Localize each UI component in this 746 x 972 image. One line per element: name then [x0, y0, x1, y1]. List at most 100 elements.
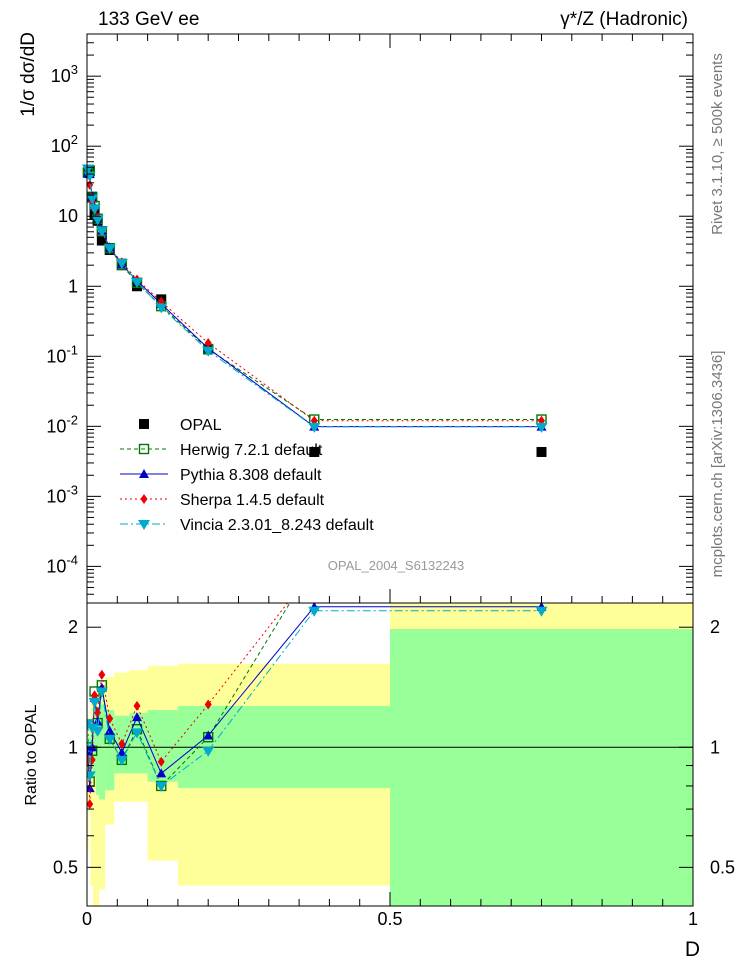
main-ytick-exponent: -1: [66, 342, 78, 357]
legend-label-3: Sherpa 1.4.5 default: [180, 492, 325, 509]
green-band-5: [99, 704, 106, 800]
rivet-label: Rivet 3.1.10, ≥ 500k events: [709, 53, 726, 235]
main-ytick-label: 10-1: [46, 342, 78, 366]
ratio-ytick-label-right: 0.5: [710, 857, 735, 877]
ratio-point-3-11: [308, 606, 321, 617]
legend-marker-2: [139, 469, 149, 478]
main-point-0-5: [96, 235, 107, 246]
main-ytick-label: 102: [51, 132, 78, 156]
ratio-ytick-label-left: 0.5: [53, 857, 78, 877]
ratio-point-3-9: [155, 781, 168, 792]
main-ytick-exponent: 3: [71, 62, 78, 77]
analysis-tag: OPAL_2004_S6132243: [328, 558, 464, 573]
green-band-12: [390, 628, 693, 906]
ratio-point-3-10: [202, 746, 215, 757]
ratio-point-1-6: [104, 725, 115, 735]
ratio-point-2-8: [133, 700, 141, 711]
ratio-point-2-10: [204, 699, 212, 710]
ratio-point-2-9: [157, 756, 165, 767]
main-point-4-9: [155, 303, 168, 314]
ratio-point-2-11: [311, 564, 318, 574]
main-ytick-label: 10: [58, 206, 78, 226]
ratio-point-2-1: [87, 799, 94, 810]
yellow-band-2: [90, 704, 94, 886]
ratio-point-0-11: [310, 558, 319, 567]
main-frame: [86, 33, 694, 604]
main-point-4-4: [91, 215, 104, 226]
ratio-ytick-label-left: 1: [68, 737, 78, 757]
green-band-9: [147, 710, 178, 782]
ratio-point-0-12: [537, 558, 546, 567]
ratio-point-3-2: [87, 723, 99, 734]
main-point-4-8: [130, 278, 143, 289]
main-line-4: [87, 168, 542, 428]
main-point-4-12: [535, 422, 548, 433]
ratio-point-3-3: [88, 697, 101, 708]
main-ytick-label: 10-4: [46, 552, 78, 576]
ratio-point-2-3: [91, 690, 99, 701]
ratio-point-1-9: [156, 768, 167, 778]
ratio-point-2-12: [538, 564, 545, 574]
ratio-point-3-4: [91, 726, 104, 737]
main-y-axis-title: 1/σ dσ/dD: [18, 32, 39, 117]
main-point-3-10: [204, 337, 212, 348]
green-band-6: [105, 710, 115, 791]
legend-marker-4: [138, 520, 150, 530]
main-point-0-11: [309, 446, 320, 457]
ratio-xtick-label: 0: [82, 909, 92, 929]
ratio-point-3-6: [103, 734, 116, 745]
ratio-xtick-label: 1: [688, 909, 698, 929]
ratio-point-2-5: [98, 669, 106, 680]
yellow-band-4: [96, 688, 100, 906]
main-point-4-3: [88, 204, 101, 215]
process-label: γ*/Z (Hadronic): [560, 9, 688, 30]
ratio-ytick-label-right: 1: [710, 737, 720, 757]
ratio-point-2-7: [118, 738, 126, 749]
main-point-4-10: [202, 346, 215, 357]
main-line-1: [87, 170, 542, 421]
energy-label: 133 GeV ee: [98, 9, 199, 30]
main-ytick-exponent: -4: [66, 552, 78, 567]
main-point-4-6: [103, 244, 116, 255]
mcplots-label: mcplots.cern.ch [arXiv:1306.3436]: [709, 351, 726, 578]
main-ytick-label: 10-3: [46, 482, 78, 506]
yellow-band-0: [87, 715, 89, 851]
ratio-point-3-12: [535, 606, 548, 617]
main-point-4-5: [95, 226, 108, 237]
main-line-2: [87, 172, 542, 428]
legend-marker-3: [140, 494, 148, 504]
ratio-ytick-label-left: 2: [68, 617, 78, 637]
legend-label-0: OPAL: [180, 417, 222, 434]
ratio-ytick-label-right: 2: [710, 617, 720, 637]
ratio-point-1-8: [131, 712, 142, 722]
main-point-4-2: [86, 194, 99, 205]
legend-label-2: Pythia 8.308 default: [180, 467, 322, 484]
ratio-series-group: [87, 558, 548, 810]
main-ytick-exponent: -2: [66, 412, 78, 427]
legend-marker-0: [139, 419, 149, 429]
main-point-4-7: [115, 258, 128, 269]
ratio-point-1-4: [92, 716, 103, 726]
ratio-point-2-6: [106, 713, 114, 724]
ratio-xtick-label: 0.5: [377, 909, 402, 929]
ratio-y-axis-title: Ratio to OPAL: [23, 704, 40, 805]
main-point-0-12: [536, 446, 547, 457]
main-ytick-exponent: 2: [71, 132, 78, 147]
main-point-4-11: [308, 422, 321, 433]
legend-label-1: Herwig 7.2.1 default: [180, 442, 323, 459]
ratio-point-1-10: [203, 730, 214, 740]
ratio-point-3-7: [115, 755, 128, 766]
main-ytick-label: 1: [68, 276, 78, 296]
main-ytick-label: 10-2: [46, 412, 78, 436]
green-band-4: [96, 707, 100, 795]
main-ytick-exponent: -3: [66, 482, 78, 497]
legend-label-4: Vincia 2.3.01_8.243 default: [180, 517, 374, 534]
yellow-band-3: [93, 694, 97, 906]
x-axis-title: D: [685, 938, 700, 961]
ratio-point-3-8: [130, 728, 143, 739]
main-ytick-label: 103: [51, 62, 78, 86]
main-line-3: [87, 172, 542, 422]
